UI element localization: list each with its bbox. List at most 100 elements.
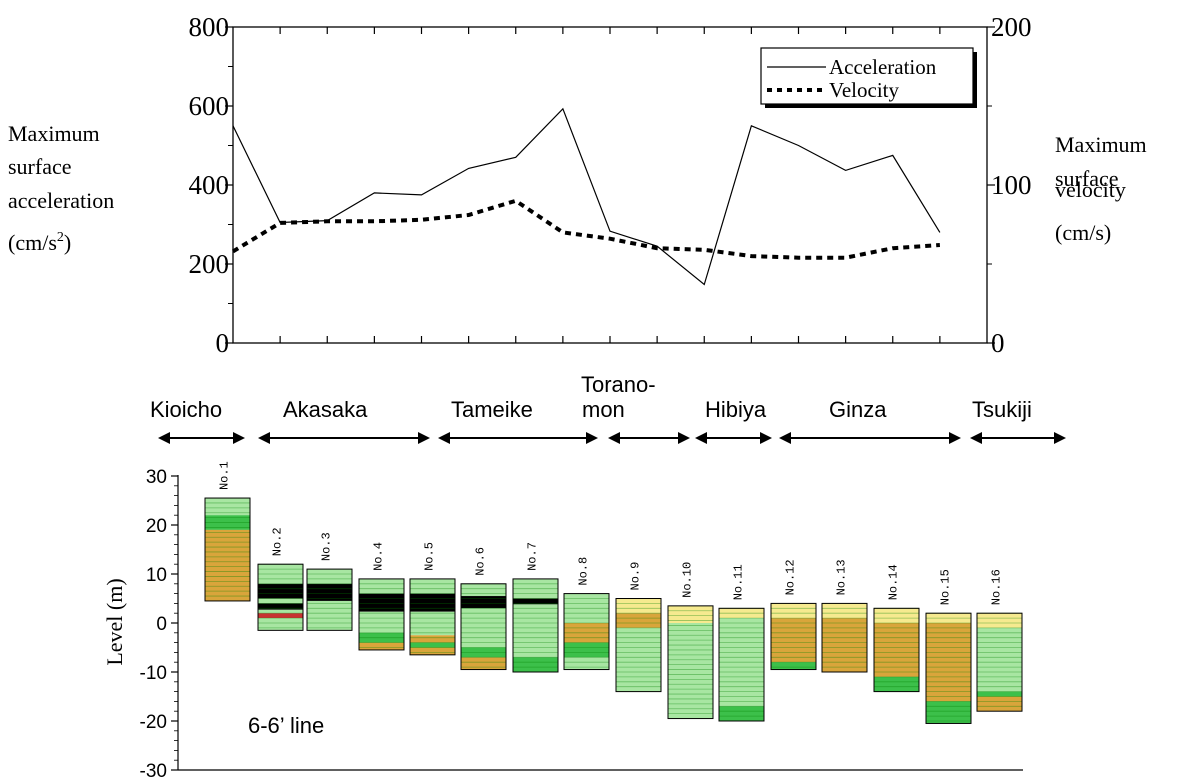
legend: Acceleration Velocity — [760, 47, 977, 108]
soil-column-frame — [257, 563, 304, 631]
soil-column: No.10 — [667, 562, 714, 720]
borehole-label: No.11 — [732, 564, 746, 600]
soil-layer — [616, 627, 661, 692]
soil-column: No.13 — [821, 559, 868, 673]
soil-layer — [771, 618, 816, 663]
district-ginza-label: Ginza — [829, 397, 887, 422]
borehole-label: No.6 — [474, 547, 488, 576]
soil-column: No.3 — [306, 532, 353, 631]
soil-layer — [359, 578, 404, 594]
left-axis-unit: (cm/s — [8, 230, 57, 255]
bottom-y-tick-label: 0 — [156, 614, 167, 635]
soil-layer — [513, 578, 558, 599]
soil-column: No.12 — [770, 559, 817, 671]
borehole-label: No.10 — [681, 562, 695, 598]
district-arrow-head — [695, 432, 707, 444]
soil-layer — [307, 569, 352, 584]
soil-layer — [771, 662, 816, 670]
soil-column: No.11 — [718, 564, 765, 722]
left-axis-unit-sup: 2 — [57, 230, 64, 245]
soil-layer — [359, 593, 404, 612]
soil-layer — [926, 701, 971, 724]
soil-layer — [719, 618, 764, 707]
soil-layer — [205, 529, 250, 601]
soil-layer — [719, 608, 764, 619]
soil-layer — [258, 564, 303, 584]
bottom-y-tick-label: 10 — [146, 565, 167, 586]
soil-layer — [307, 583, 352, 601]
soil-column-frame — [821, 602, 868, 673]
soil-layer — [258, 583, 303, 599]
soil-column-frame — [770, 602, 817, 671]
soil-column-frame — [615, 598, 662, 693]
left-y-tick-label: 600 — [189, 91, 230, 121]
top-series-lines — [231, 107, 941, 286]
soil-column-frame — [925, 612, 972, 724]
right-y-tick-label: 200 — [991, 12, 1032, 42]
right-y-tick-label: 100 — [991, 170, 1032, 200]
soil-layer — [926, 613, 971, 623]
right-axis-label-line-1: Maximum — [1055, 132, 1147, 157]
acceleration-series-line — [232, 107, 941, 286]
right-axis-label-line-2: surface — [1055, 166, 1119, 191]
borehole-label: No.15 — [939, 569, 953, 605]
soil-column: No.4 — [358, 542, 405, 651]
left-axis-label-line-2: surface — [8, 154, 72, 179]
district-arrow-head — [678, 432, 690, 444]
soil-layer — [307, 600, 352, 631]
borehole-label: No.1 — [218, 461, 232, 490]
left-y-tick-label: 200 — [189, 249, 230, 279]
left-axis-label-line-3: acceleration — [8, 188, 114, 213]
soil-column-frame — [718, 607, 765, 722]
bottom-y-tick-label: -10 — [140, 663, 167, 684]
district-hibiya-label: Hibiya — [705, 397, 767, 422]
soil-column: No.2 — [257, 527, 304, 631]
soil-layer — [564, 593, 609, 623]
right-axis-label-line-4: (cm/s) — [1055, 220, 1111, 245]
district-row: Kioicho Akasaka Tameike Torano- mon Hibi… — [150, 372, 1066, 444]
soil-layer — [977, 613, 1022, 628]
bottom-y-tick-label: 30 — [146, 467, 167, 488]
soil-layer — [822, 618, 867, 672]
soil-layer — [668, 605, 713, 623]
district-arrow-head — [760, 432, 772, 444]
borehole-label: No.7 — [526, 542, 540, 571]
soil-column: No.8 — [563, 557, 610, 671]
soil-layer — [513, 604, 558, 658]
bottom-y-ticks: -30 -20 -10 0 10 20 30 — [140, 467, 178, 778]
legend-acceleration-label: Acceleration — [829, 55, 937, 79]
district-kioicho-label: Kioicho — [150, 397, 222, 422]
soil-column: No.5 — [409, 542, 456, 656]
right-axis-label-line-3: velocity — [1055, 177, 1126, 202]
district-toranomon-label-2: mon — [582, 397, 625, 422]
soil-layer — [771, 603, 816, 619]
soil-column-frame — [667, 605, 714, 720]
soil-layer — [616, 598, 661, 614]
district-arrow-head — [949, 432, 961, 444]
soil-column-frame — [358, 578, 405, 651]
soil-layer — [258, 613, 303, 619]
soil-column-frame — [976, 612, 1023, 712]
left-axis-unit-close: ) — [64, 230, 71, 255]
soil-layer — [258, 618, 303, 631]
soil-layer — [410, 642, 455, 648]
left-axis-label: Maximum surface acceleration (cm/s2) — [8, 121, 114, 255]
soil-layer — [410, 647, 455, 655]
soil-layer — [513, 657, 558, 672]
soil-layer — [410, 635, 455, 643]
soil-layer — [359, 611, 404, 633]
legend-velocity-label: Velocity — [829, 78, 899, 102]
left-y-tick-label: 800 — [189, 12, 230, 42]
borehole-label: No.2 — [271, 527, 285, 556]
district-tsukiji-label: Tsukiji — [972, 397, 1032, 422]
district-arrows — [158, 432, 1066, 444]
bottom-y-tick-label: -30 — [140, 761, 167, 778]
soil-layer — [410, 578, 455, 594]
soil-column: No.14 — [873, 564, 920, 693]
soil-column: No.1 — [204, 461, 251, 602]
district-arrow-head — [779, 432, 791, 444]
soil-layer — [564, 623, 609, 643]
district-arrow-head — [418, 432, 430, 444]
district-arrow-head — [258, 432, 270, 444]
soil-layer — [874, 676, 919, 692]
